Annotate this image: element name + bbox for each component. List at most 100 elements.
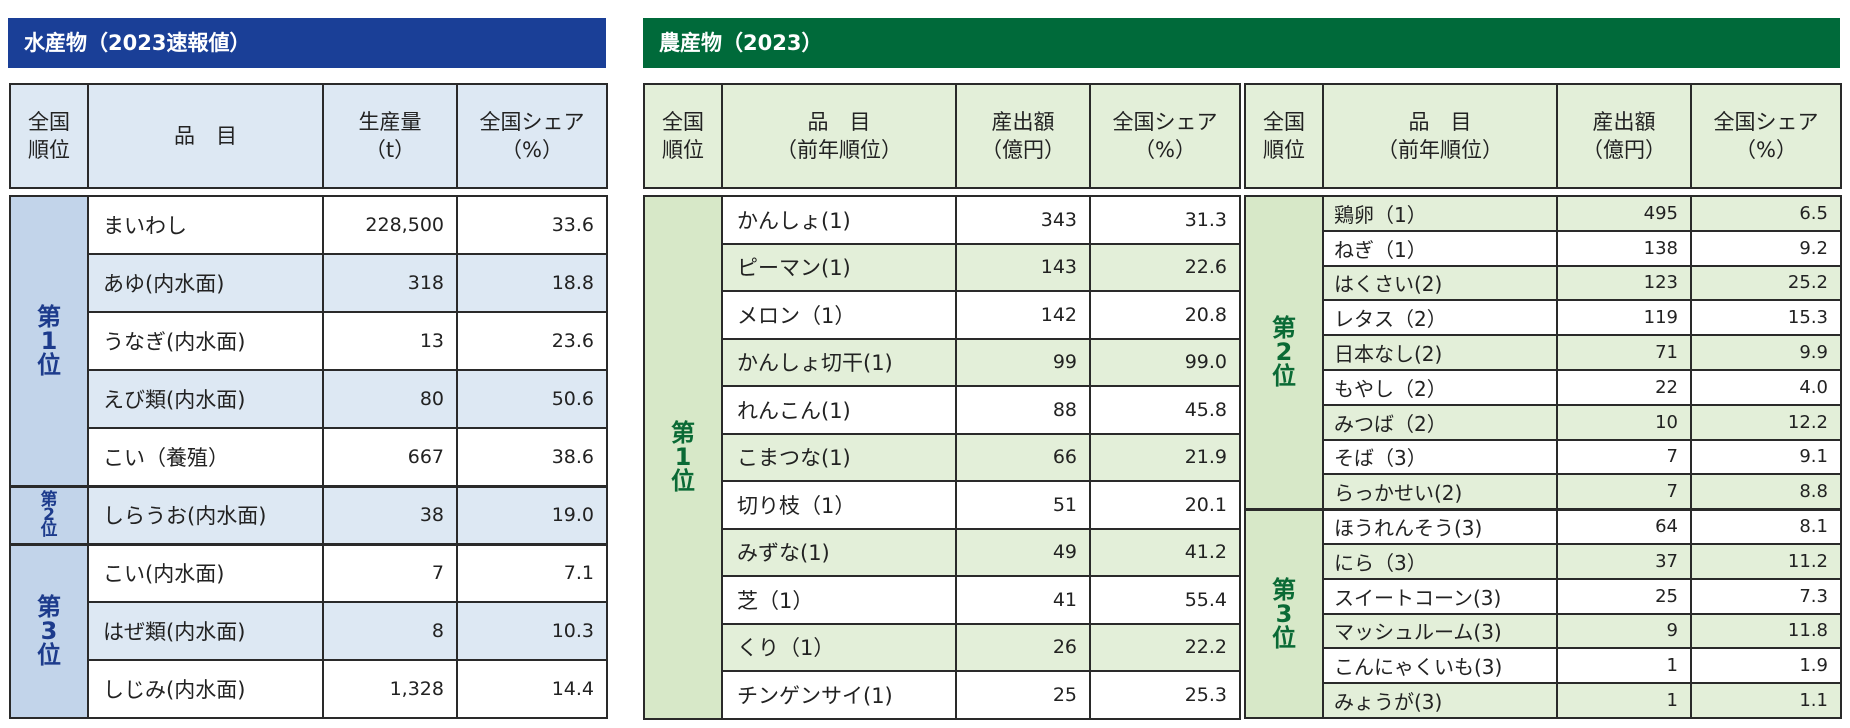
item-name: かんしょ切干(1) (721, 337, 957, 387)
item-name: まいわし (87, 195, 324, 255)
share-value: 41.2 (1089, 527, 1241, 577)
table-row: ねぎ（1） 138 9.2 (1245, 229, 1842, 267)
item-name: こんにゃくいも(3) (1322, 647, 1558, 685)
table-row: れんこん(1) 88 45.8 (644, 385, 1241, 435)
share-value: 12.2 (1690, 403, 1842, 441)
header-item: 品 目 （前年順位） (721, 83, 957, 189)
share-value: 38.6 (456, 427, 608, 487)
table-row: レタス（2） 119 15.3 (1245, 299, 1842, 337)
output-value: 119 (1556, 299, 1692, 337)
item-name: マッシュルーム(3) (1322, 612, 1558, 650)
production-value: 318 (322, 253, 458, 313)
table-row: 第 3 位 こい(内水面) 7 7.1 (9, 542, 608, 719)
table-row: 第 1 位 まいわし 228,500 33.6 (9, 195, 608, 487)
table-row: もやし（2） 22 4.0 (1245, 368, 1842, 406)
output-value: 7 (1556, 473, 1692, 511)
share-value: 20.8 (1089, 290, 1241, 340)
table-row: くり（1） 26 22.2 (644, 622, 1241, 672)
item-name: しらうお(内水面) (87, 484, 324, 545)
item-name: えび類(内水面) (87, 369, 324, 429)
item-name: 鶏卵（1） (1322, 195, 1558, 232)
output-value: 64 (1556, 507, 1692, 545)
output-value: 9 (1556, 612, 1692, 650)
header-item: 品 目 （前年順位） (1322, 83, 1558, 189)
table-row: にら（3） 37 11.2 (1245, 542, 1842, 580)
rank-1-label: 第 1 位 (643, 195, 723, 720)
item-name: 日本なし(2) (1322, 334, 1558, 371)
share-value: 22.6 (1089, 242, 1241, 292)
production-value: 1,328 (322, 659, 458, 719)
item-name: そば（3） (1322, 438, 1558, 476)
share-value: 21.9 (1089, 432, 1241, 482)
item-name: はぜ類(内水面) (87, 601, 324, 661)
output-value: 25 (1556, 577, 1692, 615)
table-row: 第 1 位 かんしょ(1) 343 31.3 (643, 195, 1241, 720)
table-row: はぜ類(内水面) 8 10.3 (10, 601, 608, 661)
share-value: 1.1 (1690, 682, 1842, 719)
share-value: 99.0 (1089, 337, 1241, 387)
table-row: 第 3 位 ほうれんそう(3) 64 8.1 (1244, 507, 1842, 719)
share-value: 55.4 (1089, 575, 1241, 625)
rank-3-label: 第 3 位 (1244, 507, 1324, 719)
output-value: 51 (955, 480, 1091, 530)
table-row: うなぎ(内水面) 13 23.6 (10, 311, 608, 371)
rank-2-label: 第 2 位 (1244, 194, 1324, 511)
table-row: しじみ(内水面) 1,328 14.4 (10, 659, 608, 719)
item-name: ピーマン(1) (721, 242, 957, 292)
output-value: 143 (955, 242, 1091, 292)
output-value: 88 (955, 385, 1091, 435)
share-value: 31.3 (1089, 195, 1241, 245)
item-name: はくさい(2) (1322, 264, 1558, 302)
header-output: 産出額 （億円） (1556, 83, 1692, 189)
share-value: 25.2 (1690, 264, 1842, 302)
header-rank: 全国 順位 (1244, 83, 1324, 189)
item-name: こい（養殖） (87, 427, 324, 487)
output-value: 41 (955, 575, 1091, 625)
share-value: 7.3 (1690, 577, 1842, 615)
share-value: 10.3 (456, 601, 608, 661)
share-value: 25.3 (1089, 670, 1241, 720)
share-value: 8.8 (1690, 473, 1842, 511)
item-name: こまつな(1) (721, 432, 957, 482)
output-value: 7 (1556, 438, 1692, 476)
table-row: はくさい(2) 123 25.2 (1245, 264, 1842, 302)
agri-right-header-table: 全国 順位 品 目 （前年順位） 産出額 （億円） 全国シェア （%） (1244, 83, 1842, 189)
table-row: 第 2 位 鶏卵（1） 495 6.5 (1244, 194, 1842, 511)
table-row: スイートコーン(3) 25 7.3 (1245, 577, 1842, 615)
item-name: メロン（1） (721, 290, 957, 340)
table-row: こい（養殖） 667 38.6 (10, 427, 608, 487)
table-row: そば（3） 7 9.1 (1245, 438, 1842, 476)
table-row: えび類(内水面) 80 50.6 (10, 369, 608, 429)
table-row: みょうが(3) 1 1.1 (1245, 682, 1842, 719)
agri-left-header-table: 全国 順位 品 目 （前年順位） 産出額 （億円） 全国シェア （%） (643, 83, 1241, 189)
item-name: レタス（2） (1322, 299, 1558, 337)
share-value: 11.2 (1690, 542, 1842, 580)
fishery-section-title: 水産物（2023速報値） (8, 18, 606, 68)
header-share: 全国シェア （%） (1690, 83, 1842, 189)
table-row: らっかせい(2) 7 8.8 (1245, 473, 1842, 511)
output-value: 10 (1556, 403, 1692, 441)
output-value: 1 (1556, 682, 1692, 719)
header-rank: 全国 順位 (9, 83, 89, 189)
share-value: 15.3 (1690, 299, 1842, 337)
table-row: 芝（1） 41 55.4 (644, 575, 1241, 625)
share-value: 7.1 (456, 542, 608, 603)
share-value: 8.1 (1690, 507, 1842, 545)
table-row: あゆ(内水面) 318 18.8 (10, 253, 608, 313)
table-row: メロン（1） 142 20.8 (644, 290, 1241, 340)
item-name: かんしょ(1) (721, 195, 957, 245)
share-value: 45.8 (1089, 385, 1241, 435)
agri-right-table: 第 2 位 鶏卵（1） 495 6.5 ねぎ（1） 138 9.2 はくさい(2… (1244, 194, 1842, 719)
item-name: ほうれんそう(3) (1322, 507, 1558, 545)
table-row: チンゲンサイ(1) 25 25.3 (644, 670, 1241, 720)
header-share: 全国シェア （%） (456, 83, 608, 189)
output-value: 66 (955, 432, 1091, 482)
item-name: れんこん(1) (721, 385, 957, 435)
production-value: 80 (322, 369, 458, 429)
share-value: 33.6 (456, 195, 608, 255)
production-value: 7 (322, 542, 458, 603)
item-name: うなぎ(内水面) (87, 311, 324, 371)
item-name: スイートコーン(3) (1322, 577, 1558, 615)
share-value: 20.1 (1089, 480, 1241, 530)
item-name: チンゲンサイ(1) (721, 670, 957, 720)
